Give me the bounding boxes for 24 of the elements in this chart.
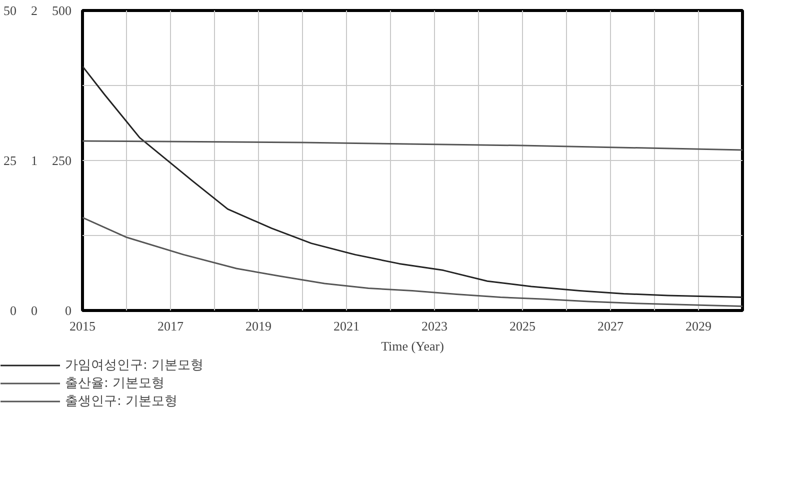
y3-tick-label: 0 <box>10 303 16 318</box>
y2-tick-label: 0 <box>31 303 38 318</box>
legend-label: 출산율: 기본모형 <box>65 375 165 392</box>
line-series <box>82 66 742 298</box>
line-series <box>82 140 742 151</box>
x-tick-label: 2027 <box>598 318 624 334</box>
legend-label: 가임여성인구: 기본모형 <box>65 357 204 374</box>
x-axis-title: Time (Year) <box>381 338 444 354</box>
x-tick-label: 2029 <box>686 318 712 334</box>
y3-tick-label: 50 <box>4 3 16 18</box>
x-tick-label: 2019 <box>246 318 272 334</box>
y-tick-label: 0 <box>65 303 72 318</box>
y3-tick-label: 25 <box>4 153 16 168</box>
y-tick-label: 250 <box>52 153 72 168</box>
legend-label: 출생인구: 기본모형 <box>65 393 178 410</box>
x-tick-label: 2023 <box>422 318 448 334</box>
y2-tick-label: 2 <box>31 3 38 18</box>
y2-tick-label: 1 <box>31 153 38 168</box>
x-tick-label: 2015 <box>70 318 96 334</box>
y-tick-label: 500 <box>52 3 72 18</box>
x-tick-label: 2017 <box>158 318 184 334</box>
x-tick-label: 2025 <box>510 318 536 334</box>
x-tick-label: 2021 <box>334 318 360 334</box>
line-series <box>82 216 742 308</box>
